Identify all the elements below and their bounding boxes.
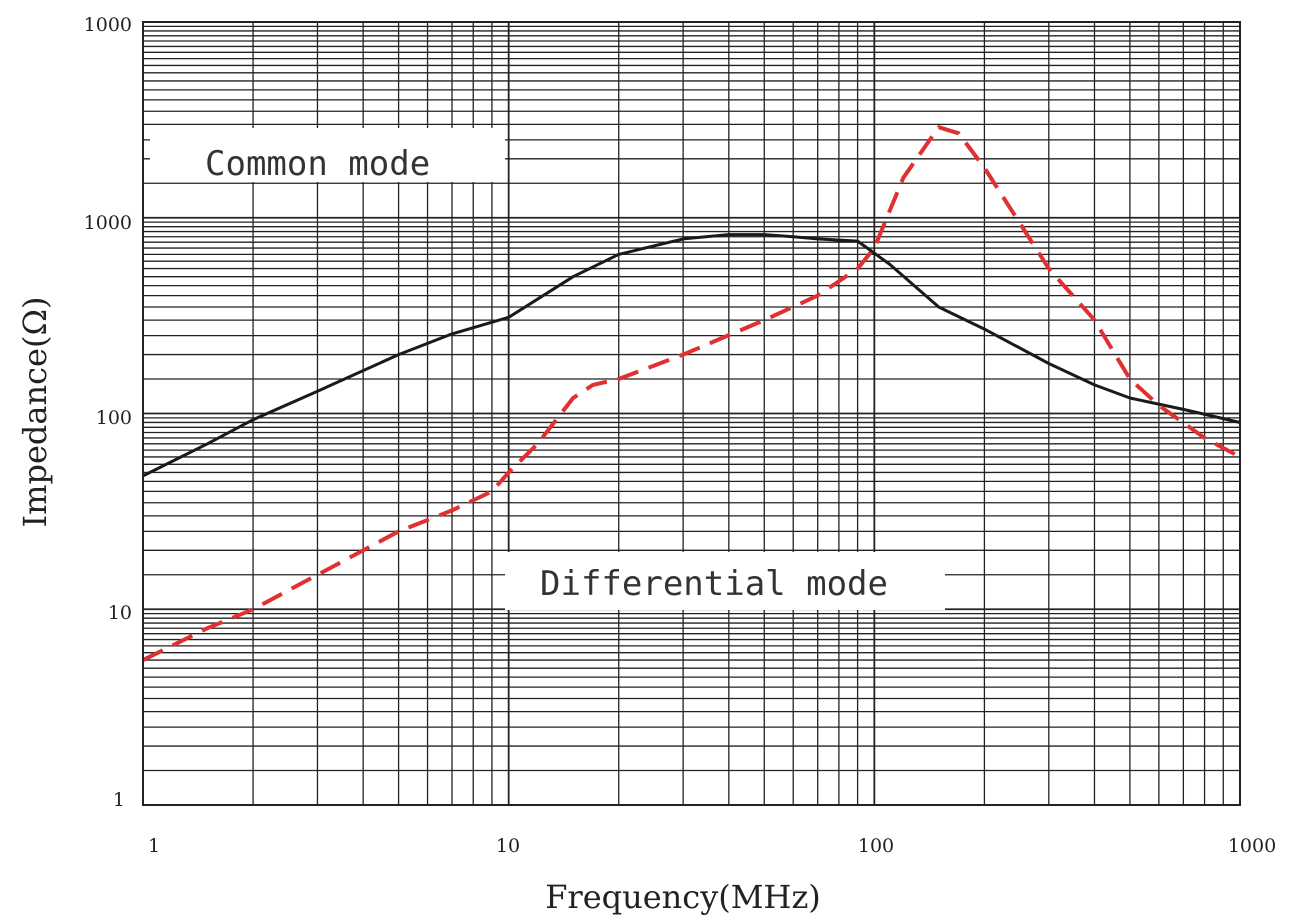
grid xyxy=(142,22,1240,806)
y-tick-label: 100 xyxy=(96,407,132,429)
y-tick-label: 10 xyxy=(108,602,132,624)
series-line-common-mode xyxy=(142,233,1241,478)
series xyxy=(142,125,1241,662)
annotation-differential-mode-bg xyxy=(505,552,945,610)
series-line-differential-mode xyxy=(142,125,1241,662)
annotation-differential-mode: Differential mode xyxy=(540,564,888,604)
x-tick-label: 100 xyxy=(858,835,894,857)
y-tick-label: 1000 xyxy=(84,212,132,234)
y-axis-title: Impedance(Ω) xyxy=(16,297,54,528)
y-tick-label: 1000 xyxy=(84,14,132,36)
x-tick-label: 1 xyxy=(148,835,160,857)
x-tick-label: 1000 xyxy=(1228,835,1276,857)
plot-frame xyxy=(142,21,1241,806)
x-axis-title: Frequency(MHz) xyxy=(545,878,821,916)
annotation-common-mode-bg xyxy=(150,128,505,182)
annotation-common-mode: Common mode xyxy=(205,144,430,184)
y-tick-label: 1 xyxy=(113,789,125,811)
x-tick-label: 10 xyxy=(496,835,520,857)
